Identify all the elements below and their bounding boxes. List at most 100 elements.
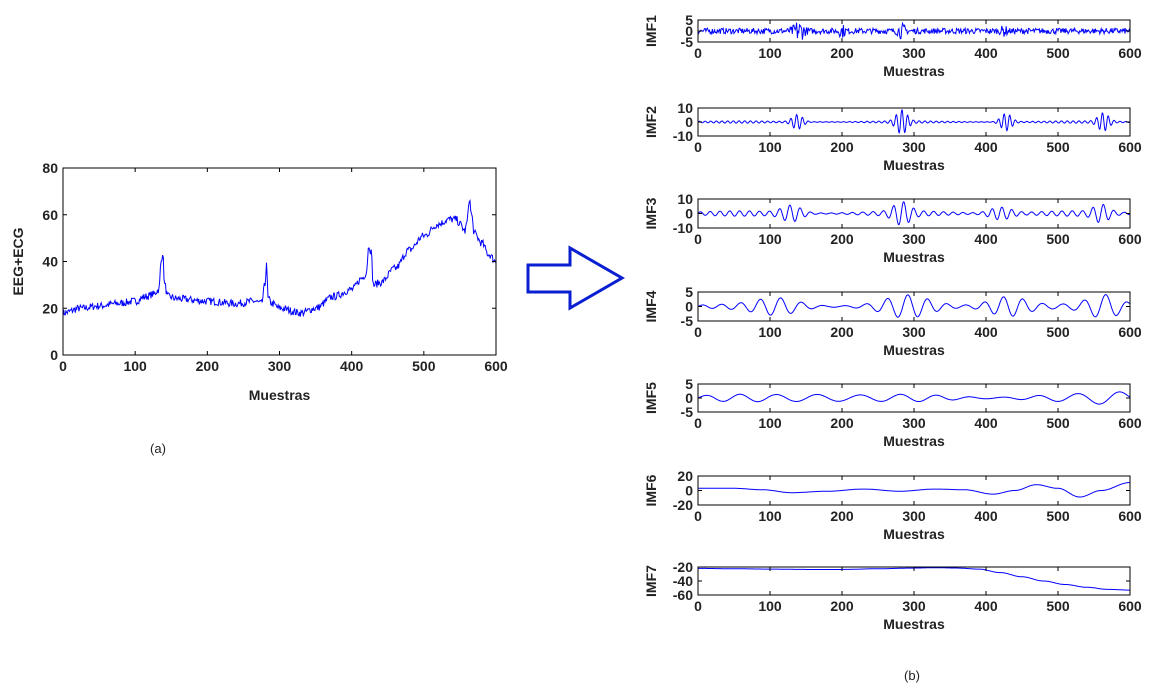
y-tick-label: -5 — [681, 34, 694, 50]
series-line-imf7 — [698, 567, 1130, 591]
x-tick-label: 200 — [830, 324, 854, 340]
x-tick-label: 200 — [196, 358, 220, 374]
series-line-imf2 — [698, 109, 1130, 134]
x-tick-label: 400 — [974, 598, 998, 614]
y-tick-label: -20 — [673, 497, 693, 513]
y-tick-label: 10 — [677, 100, 693, 116]
series-line-imf1 — [698, 21, 1130, 40]
y-tick-label: 40 — [42, 254, 58, 270]
x-tick-label: 300 — [268, 358, 292, 374]
plot-frame — [62, 167, 497, 356]
x-tick-label: 0 — [694, 598, 702, 614]
x-axis-label: Muestras — [883, 157, 945, 173]
x-tick-label: 300 — [902, 415, 926, 431]
x-tick-label: 100 — [758, 508, 782, 524]
x-tick-label: 300 — [902, 45, 926, 61]
y-tick-label: -10 — [673, 128, 693, 144]
y-tick-label: 20 — [42, 300, 58, 316]
x-tick-label: 400 — [974, 139, 998, 155]
x-tick-label: 300 — [902, 598, 926, 614]
x-tick-label: 100 — [758, 598, 782, 614]
y-tick-label: 80 — [42, 160, 58, 176]
y-tick-label: -40 — [673, 573, 693, 589]
x-tick-label: 200 — [830, 45, 854, 61]
y-tick-label: -20 — [673, 559, 693, 575]
x-tick-label: 200 — [830, 598, 854, 614]
x-tick-label: 600 — [1118, 231, 1142, 247]
x-tick-label: 0 — [694, 508, 702, 524]
y-tick-label: 0 — [685, 23, 693, 39]
x-axis-label: Muestras — [883, 63, 945, 79]
x-axis-label: Muestras — [883, 342, 945, 358]
x-tick-label: 600 — [1118, 139, 1142, 155]
y-tick-label: 60 — [42, 207, 58, 223]
x-tick-label: 400 — [340, 358, 364, 374]
x-tick-label: 200 — [830, 508, 854, 524]
x-tick-label: 0 — [694, 415, 702, 431]
x-tick-label: 500 — [1046, 598, 1070, 614]
x-tick-label: 200 — [830, 415, 854, 431]
y-tick-label: 20 — [677, 468, 693, 484]
x-tick-label: 100 — [758, 139, 782, 155]
y-tick-label: 0 — [685, 299, 693, 315]
series-line-imf6 — [698, 482, 1130, 498]
y-axis-label: IMF7 — [643, 565, 659, 597]
x-tick-label: 400 — [974, 231, 998, 247]
x-tick-label: 600 — [484, 358, 508, 374]
x-axis-label: Muestras — [883, 526, 945, 542]
x-axis-label: Muestras — [883, 616, 945, 632]
series-line-imf3 — [698, 201, 1130, 226]
x-tick-label: 500 — [412, 358, 436, 374]
x-tick-label: 600 — [1118, 45, 1142, 61]
x-tick-label: 100 — [758, 324, 782, 340]
y-tick-label: 0 — [685, 483, 693, 499]
series-line-a — [63, 199, 496, 318]
x-tick-label: 500 — [1046, 231, 1070, 247]
plot-frame — [697, 383, 1131, 413]
y-tick-label: -5 — [681, 313, 694, 329]
panels: 0 100 200 300 400 500 600020406080MuestrasEEG+… — [10, 12, 1142, 632]
y-tick-label: -5 — [681, 404, 694, 420]
x-tick-label: 400 — [974, 508, 998, 524]
x-tick-label: 0 — [694, 45, 702, 61]
y-tick-label: 5 — [685, 284, 693, 300]
y-tick-label: 0 — [685, 114, 693, 130]
x-tick-label: 600 — [1118, 598, 1142, 614]
x-axis-label: Muestras — [883, 249, 945, 265]
plot-frame — [697, 291, 1131, 322]
plot-frame — [697, 566, 1131, 596]
x-tick-label: 0 — [694, 139, 702, 155]
y-axis-label: IMF1 — [643, 15, 659, 47]
x-tick-label: 100 — [758, 45, 782, 61]
x-tick-label: 100 — [758, 415, 782, 431]
y-axis-label: IMF3 — [643, 197, 659, 229]
x-tick-label: 0 — [694, 324, 702, 340]
y-tick-label: 0 — [50, 347, 58, 363]
series-line-imf4 — [698, 294, 1130, 318]
x-tick-label: 100 — [123, 358, 147, 374]
x-axis-label: Muestras — [249, 387, 311, 403]
x-tick-label: 500 — [1046, 324, 1070, 340]
y-tick-label: 10 — [677, 191, 693, 207]
y-tick-label: -60 — [673, 587, 693, 603]
y-tick-label: 0 — [685, 390, 693, 406]
x-tick-label: 400 — [974, 324, 998, 340]
y-axis-label: IMF2 — [643, 106, 659, 138]
caption-a: (a) — [150, 441, 166, 456]
x-tick-label: 200 — [830, 139, 854, 155]
x-tick-label: 400 — [974, 45, 998, 61]
y-tick-label: 0 — [685, 206, 693, 222]
plot-frame — [697, 198, 1131, 229]
y-axis-label: EEG+ECG — [10, 227, 26, 295]
x-tick-label: 300 — [902, 139, 926, 155]
y-tick-label: -10 — [673, 220, 693, 236]
x-tick-label: 600 — [1118, 324, 1142, 340]
x-tick-label: 400 — [974, 415, 998, 431]
right-arrow-shape — [526, 245, 626, 311]
y-axis-label: IMF5 — [643, 382, 659, 414]
